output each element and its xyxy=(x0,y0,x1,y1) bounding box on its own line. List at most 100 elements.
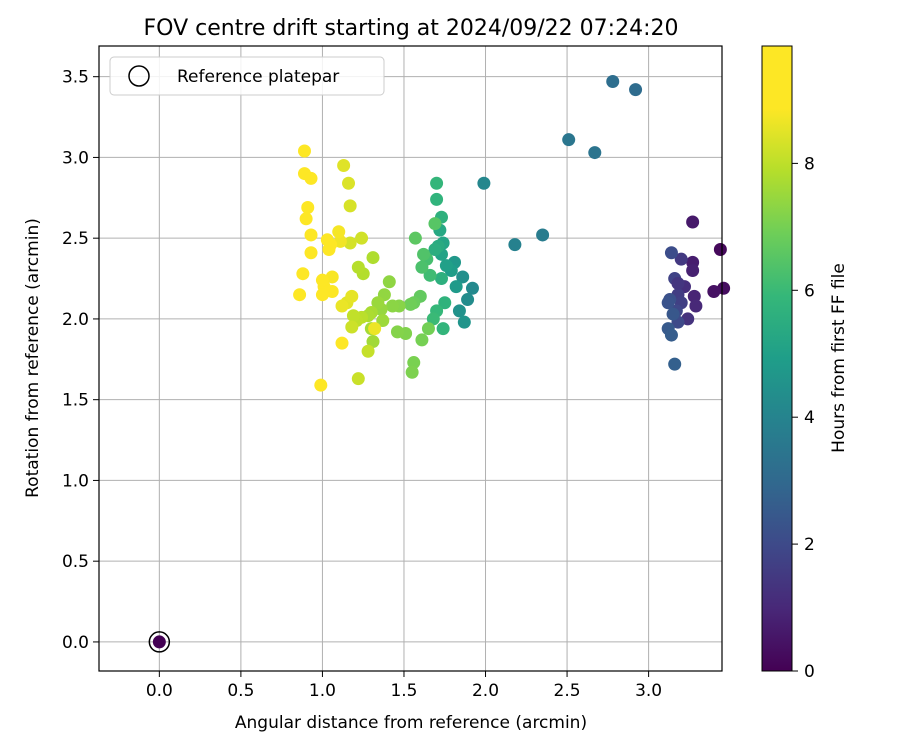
colorbar-tick-label: 4 xyxy=(804,408,815,428)
data-point xyxy=(335,336,349,350)
data-point xyxy=(686,263,700,277)
data-point xyxy=(508,238,522,252)
data-point xyxy=(629,83,643,97)
data-point xyxy=(304,246,318,260)
data-point xyxy=(343,236,357,250)
data-point xyxy=(588,146,602,160)
data-point xyxy=(465,281,479,295)
data-point xyxy=(296,267,310,281)
colorbar-tick-label: 8 xyxy=(804,154,815,174)
data-point xyxy=(293,288,307,302)
data-point xyxy=(452,304,466,318)
data-point xyxy=(686,215,700,229)
data-point xyxy=(687,289,701,303)
data-point xyxy=(346,309,360,323)
colorbar-tick-label: 0 xyxy=(804,662,815,682)
legend: Reference platepar xyxy=(109,56,385,96)
x-tick-label: 2.0 xyxy=(472,681,499,701)
data-point xyxy=(421,322,435,336)
colorbar xyxy=(761,45,793,672)
data-point xyxy=(666,307,680,321)
data-point xyxy=(408,231,422,245)
data-point xyxy=(426,312,440,326)
data-point xyxy=(304,228,318,242)
data-point xyxy=(386,299,400,313)
reference-platepar-marker xyxy=(148,631,171,653)
x-tick-label: 1.5 xyxy=(390,681,417,701)
data-point xyxy=(314,378,328,392)
plot-frame xyxy=(98,45,723,672)
x-tick-label: 2.5 xyxy=(554,681,581,701)
y-tick-label: 2.5 xyxy=(62,229,89,249)
data-point xyxy=(345,320,359,334)
data-point xyxy=(439,259,453,273)
y-axis-label: Rotation from reference (arcmin) xyxy=(23,218,43,498)
legend-marker-icon xyxy=(128,65,150,87)
data-point xyxy=(368,322,382,336)
x-tick-label: 0.5 xyxy=(227,681,254,701)
data-point xyxy=(407,356,421,370)
y-tick-label: 0.5 xyxy=(62,552,89,572)
data-point xyxy=(371,296,385,310)
colorbar-label: Hours from first FF file xyxy=(829,263,849,453)
data-point xyxy=(606,75,620,89)
data-point xyxy=(404,297,417,311)
x-tick-label: 3.0 xyxy=(635,681,662,701)
y-tick-label: 1.0 xyxy=(62,471,89,491)
data-point xyxy=(461,293,475,307)
data-point xyxy=(335,299,349,313)
data-point xyxy=(324,238,338,252)
colorbar-tick-label: 6 xyxy=(804,281,815,301)
data-point xyxy=(689,299,703,313)
data-point xyxy=(417,247,431,261)
data-point xyxy=(343,199,357,213)
colorbar-tick-label: 2 xyxy=(804,535,815,555)
data-point xyxy=(681,312,695,326)
data-point xyxy=(449,280,463,294)
x-axis-label: Angular distance from reference (arcmin) xyxy=(235,713,587,733)
data-point xyxy=(664,328,678,342)
data-point xyxy=(351,372,365,386)
data-point xyxy=(457,315,471,329)
y-tick-label: 3.0 xyxy=(62,148,89,168)
y-tick-label: 2.0 xyxy=(62,310,89,330)
data-point xyxy=(299,212,313,226)
data-point xyxy=(382,275,396,289)
data-point xyxy=(415,333,429,347)
data-point xyxy=(717,281,731,295)
data-point xyxy=(333,234,347,248)
data-point xyxy=(668,357,682,371)
reference-marker xyxy=(148,631,171,653)
data-point xyxy=(536,228,550,242)
data-point xyxy=(301,200,315,214)
data-point xyxy=(707,284,721,298)
data-point xyxy=(345,289,359,303)
legend-entry: Reference platepar xyxy=(177,67,339,87)
y-tick-label: 0.0 xyxy=(62,633,89,653)
data-point xyxy=(355,231,369,245)
data-point xyxy=(438,296,452,310)
data-point xyxy=(390,325,404,339)
legend-box xyxy=(109,56,385,96)
data-point xyxy=(366,251,380,265)
data-point xyxy=(361,344,375,358)
data-point xyxy=(423,268,437,282)
y-axis-ticks: 0.0 0.5 1.0 1.5 2.0 2.5 3.0 3.5 xyxy=(62,68,99,653)
data-point xyxy=(436,322,450,336)
data-point xyxy=(456,270,470,284)
reference-data-point xyxy=(152,635,166,649)
chart-title: FOV centre drift starting at 2024/09/22 … xyxy=(144,16,679,41)
data-point xyxy=(351,260,365,274)
data-point xyxy=(342,176,356,190)
data-point xyxy=(562,133,576,147)
data-point xyxy=(337,159,351,173)
data-point xyxy=(671,276,685,290)
data-point xyxy=(428,217,442,231)
x-tick-label: 1.0 xyxy=(309,681,336,701)
data-point xyxy=(713,242,727,256)
data-point xyxy=(376,314,390,328)
data-point xyxy=(477,176,491,190)
x-axis-ticks: 0.0 0.5 1.0 1.5 2.0 2.5 3.0 xyxy=(146,671,662,701)
